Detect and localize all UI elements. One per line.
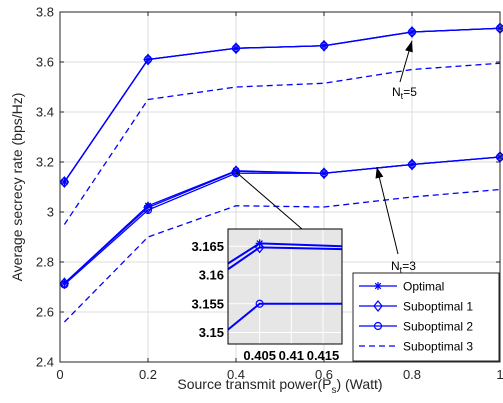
- inset-y-tick-label: 3.165: [191, 239, 224, 254]
- data-point: [60, 177, 69, 187]
- inset-x-tick-label: 0.41: [279, 348, 304, 363]
- inset-x-tick-label: 0.405: [243, 348, 276, 363]
- legend-label: Suboptimal 1: [403, 300, 473, 314]
- x-axis-label: Source transmit power(Ps) (Watt): [177, 376, 382, 396]
- annotation-label: Nt=3: [391, 259, 416, 275]
- series-line: [63, 27, 501, 183]
- x-tick-label: 0: [56, 367, 63, 382]
- zoom-inset: 3.15 3.155 3.16 3.165 0.405 0.41 0.415: [191, 171, 343, 363]
- x-tick-label: 1: [496, 367, 503, 382]
- inset-y-tick-label: 3.16: [199, 268, 224, 283]
- x-axis-ticks: 0 0.2 0.4 0.6 0.8 1: [56, 12, 503, 382]
- y-axis-label: Average secrecy rate (bps/Hz): [9, 93, 25, 282]
- legend-entry: Suboptimal 2: [359, 320, 473, 334]
- legend-marker: [373, 321, 383, 331]
- data-point: [60, 280, 69, 289]
- annotation-arrowhead: [405, 40, 413, 53]
- legend-label: Optimal: [403, 280, 444, 294]
- y-tick-label: 3.8: [36, 5, 54, 20]
- data-point: [407, 160, 417, 169]
- legend-marker: [374, 282, 382, 290]
- annotation-label: Nt=5: [392, 85, 417, 101]
- asterisk-stroke: [374, 282, 382, 290]
- y-tick-label: 3.2: [36, 155, 54, 170]
- legend-label: Suboptimal 3: [403, 340, 473, 354]
- plot-frame: [59, 11, 501, 363]
- annotations: Nt=5 Nt=3: [375, 40, 417, 275]
- x-tick-label: 0.2: [139, 367, 157, 382]
- series-suboptimal-3-nt5: [63, 62, 501, 225]
- legend-entry: Suboptimal 1: [359, 300, 473, 314]
- y-tick-label: 3: [47, 205, 54, 220]
- inset-series-line: [227, 302, 342, 331]
- data-point: [231, 44, 241, 53]
- data-point: [407, 27, 417, 37]
- legend-box: [352, 272, 500, 362]
- data-point: [143, 55, 153, 64]
- inset-y-tick-label: 3.15: [199, 325, 224, 340]
- inset-frame: [227, 228, 343, 345]
- y-tick-label: 2.8: [36, 255, 54, 270]
- series-suboptimal-3-nt3: [63, 188, 501, 323]
- series-line: [63, 188, 501, 323]
- legend-entry: Optimal: [359, 280, 444, 294]
- legend-label: Suboptimal 2: [403, 320, 473, 334]
- series-line: [63, 156, 501, 285]
- inset-data-point: [255, 299, 264, 308]
- annotation-arrowhead: [375, 167, 384, 179]
- series-layer: [59, 22, 503, 323]
- y-tick-label: 3.6: [36, 55, 54, 70]
- data-point: [231, 169, 241, 178]
- data-point: [319, 169, 329, 178]
- y-tick-label: 2.4: [36, 355, 54, 370]
- legend: Optimal Suboptimal 1 Suboptimal 2 Suboptima…: [352, 272, 500, 362]
- legend-entry: Suboptimal 3: [359, 340, 473, 354]
- inset-series-line: [227, 246, 343, 271]
- data-point: [143, 201, 153, 214]
- x-tick-label: 0.4: [227, 367, 245, 382]
- inset-series-diamond: [227, 241, 343, 271]
- data-point: [143, 205, 153, 215]
- y-tick-label: 3.4: [36, 105, 54, 120]
- data-point: [319, 41, 329, 50]
- legend-marker: [373, 300, 383, 312]
- x-tick-label: 0.6: [315, 367, 333, 382]
- y-tick-label: 2.6: [36, 305, 54, 320]
- x-tick-label: 0.8: [403, 367, 421, 382]
- series-line: [63, 62, 501, 225]
- inset-x-tick-label: 0.415: [307, 348, 340, 363]
- inset-data-point: [254, 241, 265, 254]
- annotation-arrow: [376, 166, 399, 255]
- zoom-connector-line: [235, 171, 303, 230]
- inset-y-tick-label: 3.155: [191, 296, 224, 311]
- y-axis-ticks: 2.4 2.6 2.8 3 3.2 3.4 3.6 3.8: [36, 5, 500, 370]
- inset-series-circle: [227, 299, 342, 331]
